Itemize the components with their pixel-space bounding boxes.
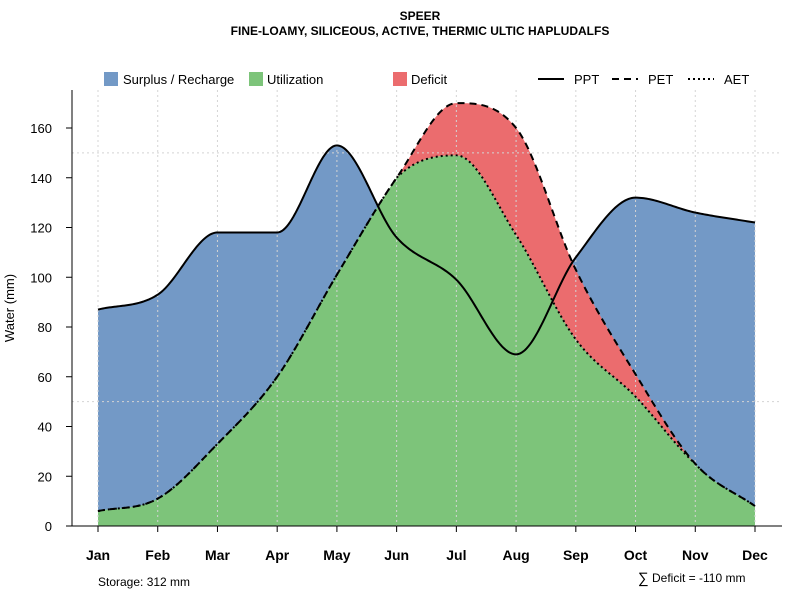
x-tick-label: Mar: [205, 547, 230, 563]
sum-symbol: ∑: [638, 570, 649, 587]
plot-lines: [97, 102, 756, 513]
series-line-pet: [97, 102, 756, 513]
x-tick-label: Apr: [265, 547, 290, 563]
plot-areas: [98, 103, 755, 526]
legend-label-ppt: PPT: [574, 72, 599, 87]
x-tick-label: May: [323, 547, 350, 563]
x-tick-label: Sep: [563, 547, 589, 563]
y-axis-label: Water (mm): [2, 274, 17, 342]
y-tick-label: 60: [38, 370, 52, 385]
x-tick-label: Dec: [742, 547, 768, 563]
y-ticks: 0 20 40 60 80 100 120 140 160: [30, 121, 72, 534]
legend-swatch-surplus: [104, 72, 118, 86]
y-tick-label: 80: [38, 320, 52, 335]
x-tick-label: Oct: [624, 547, 648, 563]
x-tick-label: Aug: [502, 547, 529, 563]
y-tick-label: 20: [38, 469, 52, 484]
y-tick-label: 0: [45, 519, 52, 534]
x-tick-label: Feb: [145, 547, 170, 563]
x-tick-label: Jul: [446, 547, 466, 563]
legend-swatch-utilization: [249, 72, 263, 86]
grid: [72, 90, 782, 526]
deficit-annotation: Deficit = -110 mm: [652, 571, 745, 585]
series-line-ppt: [97, 144, 756, 356]
y-tick-label: 40: [38, 420, 52, 435]
series-line-aet: [97, 154, 756, 513]
chart-title: SPEER: [400, 9, 441, 23]
legend-label-utilization: Utilization: [267, 72, 323, 87]
x-ticks: Jan Feb Mar Apr May Jun Jul Aug Sep Oct Nov Dec: [86, 526, 768, 563]
storage-annotation: Storage: 312 mm: [98, 575, 190, 589]
y-tick-label: 100: [30, 270, 52, 285]
legend-swatch-deficit: [393, 72, 407, 86]
legend-label-surplus: Surplus / Recharge: [123, 72, 234, 87]
utilization-area: [98, 155, 755, 526]
x-tick-label: Jan: [86, 547, 110, 563]
legend-label-aet: AET: [724, 72, 749, 87]
y-tick-label: 160: [30, 121, 52, 136]
y-tick-label: 140: [30, 171, 52, 186]
chart-subtitle: FINE-LOAMY, SILICEOUS, ACTIVE, THERMIC U…: [231, 24, 610, 38]
axes: [71, 90, 782, 527]
x-tick-label: Jun: [384, 547, 409, 563]
y-tick-label: 120: [30, 221, 52, 236]
legend: Surplus / Recharge Utilization Deficit P…: [104, 72, 749, 87]
legend-label-deficit: Deficit: [411, 72, 448, 87]
x-tick-label: Nov: [682, 547, 709, 563]
legend-label-pet: PET: [648, 72, 673, 87]
